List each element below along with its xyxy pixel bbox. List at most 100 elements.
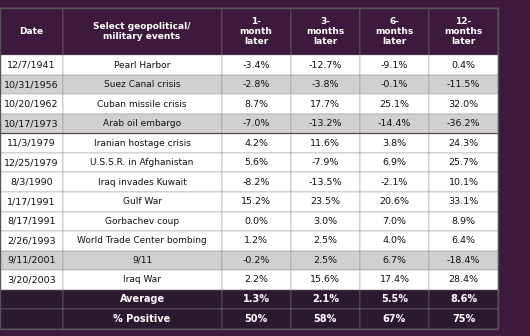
- Text: 67%: 67%: [383, 314, 406, 324]
- Text: -11.5%: -11.5%: [447, 80, 480, 89]
- Bar: [291, 55, 360, 75]
- Bar: [291, 192, 360, 211]
- Bar: [360, 75, 429, 94]
- Text: 23.5%: 23.5%: [310, 197, 340, 206]
- Text: -36.2%: -36.2%: [447, 119, 480, 128]
- Text: 15.2%: 15.2%: [241, 197, 271, 206]
- Text: 9/11/2001: 9/11/2001: [7, 256, 56, 265]
- Bar: [429, 7, 498, 55]
- Bar: [63, 133, 222, 153]
- Bar: [222, 251, 291, 270]
- Text: -0.2%: -0.2%: [242, 256, 270, 265]
- Bar: [429, 153, 498, 172]
- Bar: [0, 251, 63, 270]
- Bar: [291, 7, 360, 55]
- Text: 75%: 75%: [452, 314, 475, 324]
- Bar: [360, 7, 429, 55]
- Bar: [222, 114, 291, 133]
- Bar: [360, 309, 429, 329]
- Text: Iraq War: Iraq War: [123, 275, 161, 284]
- Bar: [63, 309, 222, 329]
- Bar: [222, 55, 291, 75]
- Bar: [0, 270, 63, 290]
- Text: 12/25/1979: 12/25/1979: [4, 158, 58, 167]
- Bar: [0, 211, 63, 231]
- Bar: [291, 231, 360, 251]
- Text: 24.3%: 24.3%: [448, 139, 479, 148]
- Bar: [63, 153, 222, 172]
- Text: 10/20/1962: 10/20/1962: [4, 100, 58, 109]
- Bar: [360, 153, 429, 172]
- Text: 10.1%: 10.1%: [448, 178, 479, 187]
- Bar: [222, 192, 291, 211]
- Bar: [222, 153, 291, 172]
- Bar: [0, 153, 63, 172]
- Text: 5.5%: 5.5%: [381, 294, 408, 304]
- Bar: [63, 251, 222, 270]
- Text: 6.7%: 6.7%: [383, 256, 407, 265]
- Bar: [291, 133, 360, 153]
- Text: 15.6%: 15.6%: [310, 275, 340, 284]
- Text: 10/31/1956: 10/31/1956: [4, 80, 59, 89]
- Text: 8.9%: 8.9%: [452, 217, 475, 226]
- Bar: [360, 211, 429, 231]
- Text: 3.0%: 3.0%: [313, 217, 338, 226]
- Text: 6-
months
later: 6- months later: [375, 17, 413, 46]
- Bar: [0, 55, 63, 75]
- Text: 58%: 58%: [314, 314, 337, 324]
- Text: 2.5%: 2.5%: [313, 256, 337, 265]
- Bar: [429, 94, 498, 114]
- Text: Date: Date: [19, 27, 43, 36]
- Bar: [360, 192, 429, 211]
- Bar: [291, 153, 360, 172]
- Text: 17.7%: 17.7%: [310, 100, 340, 109]
- Text: 3/20/2003: 3/20/2003: [7, 275, 56, 284]
- Bar: [63, 231, 222, 251]
- Text: Iranian hostage crisis: Iranian hostage crisis: [94, 139, 190, 148]
- Text: 2.5%: 2.5%: [313, 236, 337, 245]
- Bar: [63, 172, 222, 192]
- Text: Average: Average: [119, 294, 165, 304]
- Bar: [429, 133, 498, 153]
- Text: 2.2%: 2.2%: [244, 275, 268, 284]
- Bar: [360, 270, 429, 290]
- Bar: [0, 114, 63, 133]
- Bar: [429, 309, 498, 329]
- Text: 2.1%: 2.1%: [312, 294, 339, 304]
- Bar: [360, 55, 429, 75]
- Text: U.S.S.R. in Afghanistan: U.S.S.R. in Afghanistan: [90, 158, 194, 167]
- Bar: [0, 309, 63, 329]
- Bar: [291, 75, 360, 94]
- Bar: [360, 94, 429, 114]
- Text: 20.6%: 20.6%: [379, 197, 410, 206]
- Bar: [63, 290, 222, 309]
- Text: -7.0%: -7.0%: [242, 119, 270, 128]
- Bar: [360, 114, 429, 133]
- Bar: [63, 75, 222, 94]
- Text: 17.4%: 17.4%: [379, 275, 410, 284]
- Text: 11.6%: 11.6%: [310, 139, 340, 148]
- Text: 8/17/1991: 8/17/1991: [7, 217, 56, 226]
- Bar: [429, 290, 498, 309]
- Bar: [63, 114, 222, 133]
- Bar: [222, 231, 291, 251]
- Bar: [291, 211, 360, 231]
- Text: Gulf War: Gulf War: [122, 197, 162, 206]
- Bar: [429, 172, 498, 192]
- Text: Cuban missile crisis: Cuban missile crisis: [98, 100, 187, 109]
- Text: 33.1%: 33.1%: [448, 197, 479, 206]
- Text: Pearl Harbor: Pearl Harbor: [114, 61, 170, 70]
- Text: 8.6%: 8.6%: [450, 294, 477, 304]
- Bar: [429, 251, 498, 270]
- Bar: [291, 251, 360, 270]
- Bar: [360, 251, 429, 270]
- Bar: [429, 211, 498, 231]
- Text: 3.8%: 3.8%: [382, 139, 407, 148]
- Bar: [360, 172, 429, 192]
- Bar: [429, 192, 498, 211]
- Bar: [0, 94, 63, 114]
- Bar: [63, 211, 222, 231]
- Bar: [291, 290, 360, 309]
- Bar: [360, 133, 429, 153]
- Text: -7.9%: -7.9%: [312, 158, 339, 167]
